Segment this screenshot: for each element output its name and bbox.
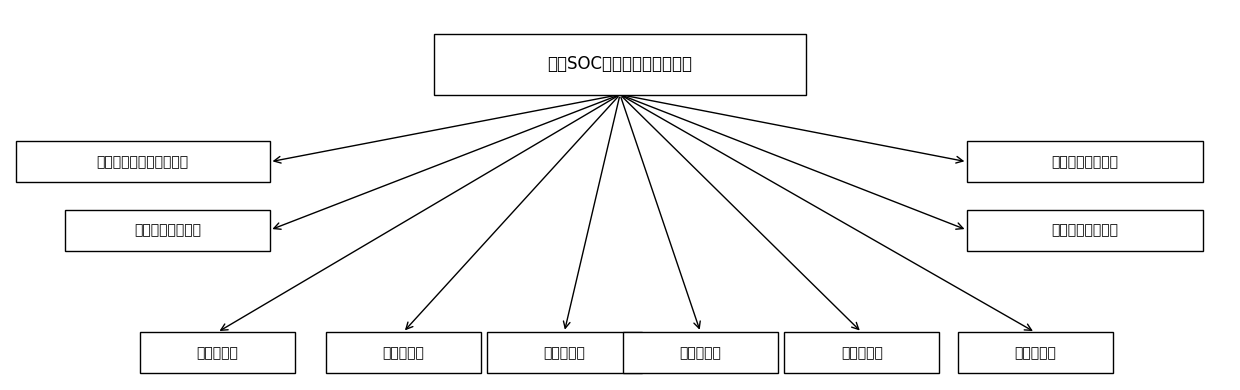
Bar	[784, 332, 940, 374]
Bar	[434, 34, 806, 95]
Text: 电压、内阻: 电压、内阻	[382, 346, 424, 360]
Text: 电压、电流、内阻: 电压、电流、内阻	[1052, 155, 1118, 169]
Text: 电流、温度: 电流、温度	[680, 346, 722, 360]
Text: 电压、电流、温度: 电压、电流、温度	[1052, 223, 1118, 237]
Text: 电流、内阻: 电流、内阻	[841, 346, 883, 360]
Bar	[66, 210, 270, 251]
Text: 电压、电流、内阻、温度: 电压、电流、内阻、温度	[97, 155, 188, 169]
Bar	[967, 142, 1203, 183]
Text: 电压、电流: 电压、电流	[196, 346, 238, 360]
Bar	[622, 332, 779, 374]
Bar	[139, 332, 295, 374]
Text: 电池SOC在线预测数据样本集: 电池SOC在线预测数据样本集	[548, 55, 692, 73]
Bar	[325, 332, 481, 374]
Bar	[967, 210, 1203, 251]
Text: 电压、温度: 电压、温度	[543, 346, 585, 360]
Text: 温度、内阻: 温度、内阻	[1014, 346, 1056, 360]
Bar	[957, 332, 1114, 374]
Bar	[486, 332, 642, 374]
Text: 电流、内阻、温度: 电流、内阻、温度	[134, 223, 201, 237]
Bar	[16, 142, 270, 183]
